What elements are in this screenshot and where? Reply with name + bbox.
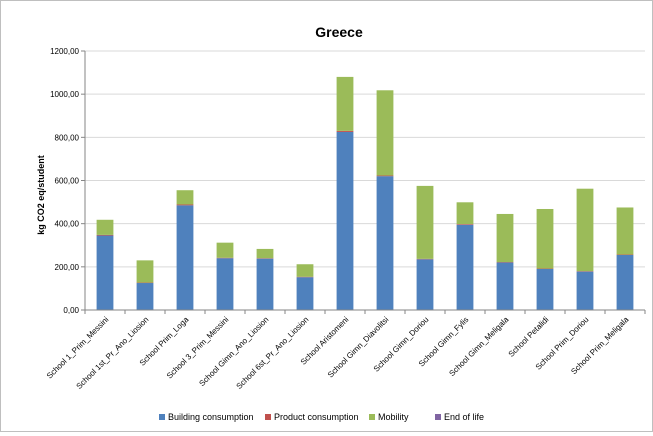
bar-segment-building-consumption (617, 255, 634, 310)
y-tick-label: 1200,00 (50, 47, 79, 56)
bar-segment-mobility (337, 77, 354, 131)
legend-label: Mobility (378, 412, 409, 422)
bar-segment-mobility (297, 264, 314, 277)
bar-segment-building-consumption (577, 272, 594, 310)
x-tick-label: School Petalidi (507, 315, 551, 359)
bar-segment-product-consumption (457, 224, 474, 225)
legend-label: End of life (444, 412, 484, 422)
bar-segment-product-consumption (377, 176, 394, 177)
bar-segment-mobility (177, 190, 194, 204)
axes (81, 51, 645, 314)
bar-segment-product-consumption (337, 131, 354, 132)
bar-segment-mobility (457, 202, 474, 224)
bar-segment-building-consumption (417, 259, 434, 310)
bar-segment-product-consumption (97, 235, 114, 236)
chart-title: Greece (315, 24, 363, 40)
y-tick-label: 600,00 (55, 177, 80, 186)
bar-segment-mobility (577, 189, 594, 271)
bar-segment-building-consumption (217, 258, 234, 310)
bar-segment-building-consumption (537, 269, 554, 310)
y-tick-label: 1000,00 (50, 90, 79, 99)
gridlines (85, 51, 645, 310)
y-tick-labels: 0,00 200,00 400,00 600,00 800,00 1000,00 1200,… (50, 47, 79, 315)
legend-swatch (159, 414, 165, 420)
bar-segment-mobility (377, 90, 394, 175)
bar-segment-building-consumption (377, 176, 394, 310)
bar-segment-building-consumption (177, 205, 194, 310)
y-axis-label: kg CO2 eq/student (36, 155, 46, 235)
bar-segment-mobility (97, 220, 114, 235)
y-tick-label: 400,00 (55, 220, 80, 229)
legend-label: Building consumption (168, 412, 254, 422)
x-tick-label: School Gimn_Ano_Liosion (197, 315, 270, 388)
legend-label: Product consumption (274, 412, 359, 422)
legend-swatch (435, 414, 441, 420)
bar-segment-mobility (417, 186, 434, 259)
y-tick-label: 800,00 (55, 133, 80, 142)
bar-segment-product-consumption (177, 204, 194, 205)
bar-segment-building-consumption (97, 236, 114, 310)
bar-segment-mobility (137, 260, 154, 282)
legend: Building consumption Product consumption M… (159, 412, 484, 422)
y-tick-label: 200,00 (55, 263, 80, 272)
legend-swatch (369, 414, 375, 420)
bar-segment-mobility (617, 207, 634, 254)
bar-segment-mobility (537, 209, 554, 269)
bars (97, 77, 634, 310)
bar-segment-building-consumption (297, 277, 314, 310)
bar-segment-building-consumption (457, 225, 474, 310)
bar-segment-mobility (217, 243, 234, 258)
bar-segment-building-consumption (137, 283, 154, 310)
bar-segment-mobility (497, 214, 514, 262)
x-tick-label: School 6st_Pr_Ano_Liosion (235, 315, 311, 391)
legend-swatch (265, 414, 271, 420)
bar-segment-building-consumption (337, 132, 354, 310)
bar-segment-mobility (257, 249, 274, 258)
x-tick-label: School 1st_Pr_Ano_Liosion (75, 315, 151, 391)
bar-segment-building-consumption (257, 259, 274, 310)
y-tick-label: 0,00 (63, 306, 79, 315)
bar-segment-building-consumption (497, 263, 514, 310)
